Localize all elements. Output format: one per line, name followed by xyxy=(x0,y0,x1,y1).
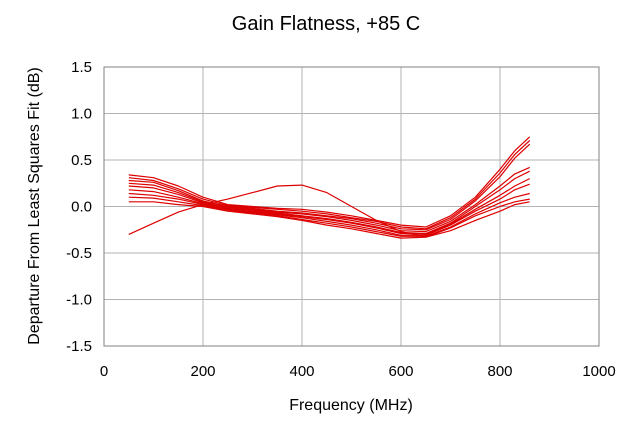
y-tick-label: -0.5 xyxy=(66,245,92,262)
series-layer xyxy=(128,136,531,239)
x-tick-label: 200 xyxy=(190,363,215,380)
y-tick-label: 1.0 xyxy=(71,106,92,123)
x-tick-label: 0 xyxy=(100,363,108,380)
x-axis-label: Frequency (MHz) xyxy=(289,397,413,414)
y-tick-label: -1.0 xyxy=(66,292,92,309)
series-line-2 xyxy=(128,140,531,230)
series-line-5 xyxy=(128,170,530,235)
x-tick-label: 600 xyxy=(388,363,413,380)
series-line-3 xyxy=(128,143,531,231)
y-axis-label: Departure From Least Squares Fit (dB) xyxy=(26,67,43,344)
y-tick-label: 0.5 xyxy=(71,152,92,169)
series-line-7 xyxy=(128,183,530,236)
series-line-1 xyxy=(128,136,531,228)
series-line-4 xyxy=(128,166,530,233)
tick-layer: -1.5 -1.0 -0.5 0.0 0.5 1.0 1.5 0 200 400 600 800 100… xyxy=(66,59,616,380)
x-tick-label: 1000 xyxy=(582,363,615,380)
y-tick-label: 1.5 xyxy=(71,59,92,76)
y-tick-label: 0.0 xyxy=(71,199,92,216)
x-tick-label: 800 xyxy=(487,363,512,380)
chart-title: Gain Flatness, +85 C xyxy=(232,13,420,35)
plot-frame xyxy=(103,66,600,347)
series-line-10 xyxy=(128,184,530,238)
series-line-8 xyxy=(128,192,530,237)
y-tick-label: -1.5 xyxy=(66,338,92,355)
x-tick-label: 400 xyxy=(289,363,314,380)
series-line-6 xyxy=(128,178,530,235)
